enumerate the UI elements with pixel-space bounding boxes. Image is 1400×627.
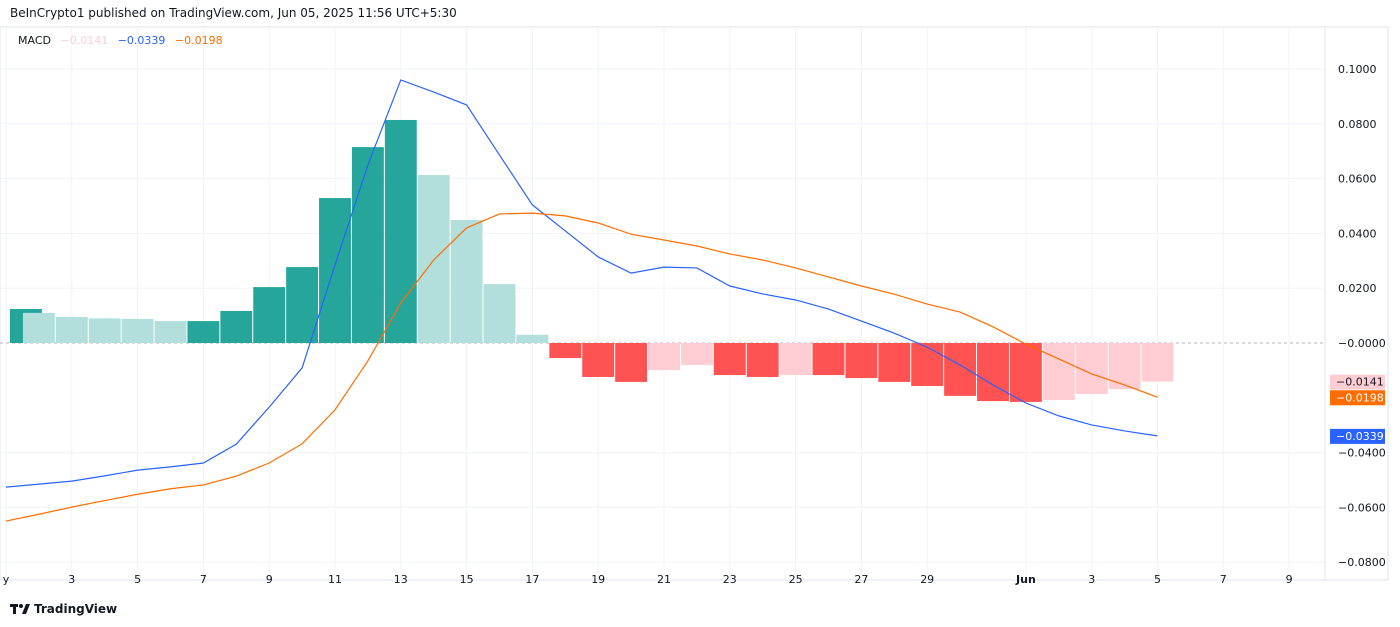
histogram-bar bbox=[319, 198, 351, 343]
x-tick-label: 21 bbox=[657, 573, 671, 586]
last-value-histogram-label: −0.0141 bbox=[1336, 376, 1384, 389]
x-tick-label: 3 bbox=[1088, 573, 1095, 586]
x-tick-label: 5 bbox=[134, 573, 141, 586]
y-tick-label: 0.0600 bbox=[1338, 173, 1377, 186]
x-tick-label: 15 bbox=[460, 573, 474, 586]
histogram-bar bbox=[55, 316, 88, 343]
histogram-bar bbox=[878, 343, 911, 382]
chart-frame bbox=[0, 26, 1389, 581]
histogram-bar bbox=[483, 284, 516, 343]
histogram-bar bbox=[450, 219, 483, 343]
y-tick-label: 0.0800 bbox=[1338, 118, 1377, 131]
histogram-bar bbox=[648, 343, 680, 371]
histogram-bar bbox=[582, 343, 615, 377]
tradingview-logo[interactable]: TradingView bbox=[10, 602, 117, 616]
y-tick-label: −0.0000 bbox=[1338, 337, 1386, 350]
histogram-bar bbox=[351, 147, 384, 343]
y-tick-label: 0.0400 bbox=[1338, 227, 1377, 240]
last-value-signal-label: −0.0198 bbox=[1336, 391, 1384, 404]
histogram-bar bbox=[977, 343, 1009, 402]
legend-macd-value: −0.0339 bbox=[117, 34, 166, 47]
x-tick-label: 13 bbox=[394, 573, 408, 586]
histogram-bar bbox=[220, 310, 253, 343]
histogram-bar bbox=[1141, 343, 1174, 382]
histogram-bar bbox=[779, 343, 812, 376]
histogram-bar bbox=[615, 343, 648, 382]
y-tick-label: 0.0200 bbox=[1338, 282, 1377, 295]
legend-title: MACD bbox=[18, 34, 51, 47]
y-tick-label: 0.1000 bbox=[1338, 63, 1377, 76]
x-tick-label: 29 bbox=[920, 573, 934, 586]
histogram-bar bbox=[944, 343, 977, 396]
last-value-macd-badge bbox=[1330, 428, 1385, 444]
histogram-bar bbox=[1009, 343, 1042, 402]
histogram-bar bbox=[911, 343, 944, 387]
histogram-bar bbox=[680, 343, 713, 365]
x-tick-label: 23 bbox=[723, 573, 737, 586]
histogram-bar bbox=[812, 343, 845, 376]
x-tick-label: 25 bbox=[789, 573, 803, 586]
x-tick-label: 27 bbox=[854, 573, 868, 586]
last-value-macd-label: −0.0339 bbox=[1336, 430, 1384, 443]
histogram-bar bbox=[713, 343, 746, 376]
histogram-bar bbox=[253, 287, 286, 343]
histogram-bar bbox=[1108, 343, 1141, 390]
histogram-bar bbox=[384, 119, 417, 344]
y-tick-label: −0.0400 bbox=[1338, 447, 1386, 460]
publisher-caption: BeInCrypto1 published on TradingView.com… bbox=[10, 6, 457, 20]
histogram-bar bbox=[121, 318, 154, 343]
x-tick-label: 9 bbox=[1286, 573, 1293, 586]
histogram-bar bbox=[88, 318, 121, 343]
histogram-bar bbox=[417, 175, 450, 343]
x-tick-label: 5 bbox=[1154, 573, 1161, 586]
legend-histogram-value: −0.0141 bbox=[60, 34, 109, 47]
last-value-histogram-badge bbox=[1330, 374, 1385, 390]
x-tick-label: 7 bbox=[200, 573, 207, 586]
tradingview-logo-icon bbox=[10, 604, 30, 614]
x-tick-label: Jun bbox=[1015, 573, 1036, 586]
histogram-bar bbox=[1042, 343, 1075, 400]
histogram-bar bbox=[516, 334, 549, 343]
histogram-bar bbox=[286, 267, 319, 343]
histogram-bar bbox=[746, 343, 779, 377]
signal-line bbox=[5, 212, 1158, 522]
brand-name: TradingView bbox=[34, 602, 118, 616]
histogram-bar bbox=[154, 321, 187, 343]
x-tick-label: 19 bbox=[591, 573, 605, 586]
x-tick-label: y bbox=[3, 573, 10, 586]
x-tick-label: 11 bbox=[328, 573, 342, 586]
x-tick-label: 7 bbox=[1220, 573, 1227, 586]
histogram-bar bbox=[22, 312, 55, 343]
histogram-bar bbox=[549, 343, 582, 359]
indicator-legend[interactable]: MACD −0.0141 −0.0339 −0.0198 bbox=[18, 34, 229, 47]
y-tick-label: −0.0800 bbox=[1338, 556, 1386, 569]
y-tick-label: −0.0600 bbox=[1338, 501, 1386, 514]
legend-signal-value: −0.0198 bbox=[174, 34, 223, 47]
x-tick-label: 9 bbox=[266, 573, 273, 586]
x-tick-label: 3 bbox=[68, 573, 75, 586]
x-tick-label: 17 bbox=[525, 573, 539, 586]
histogram-bar bbox=[845, 343, 878, 379]
last-value-signal-badge bbox=[1330, 390, 1385, 406]
histogram-bar bbox=[187, 321, 220, 343]
macd-line bbox=[5, 79, 1158, 488]
